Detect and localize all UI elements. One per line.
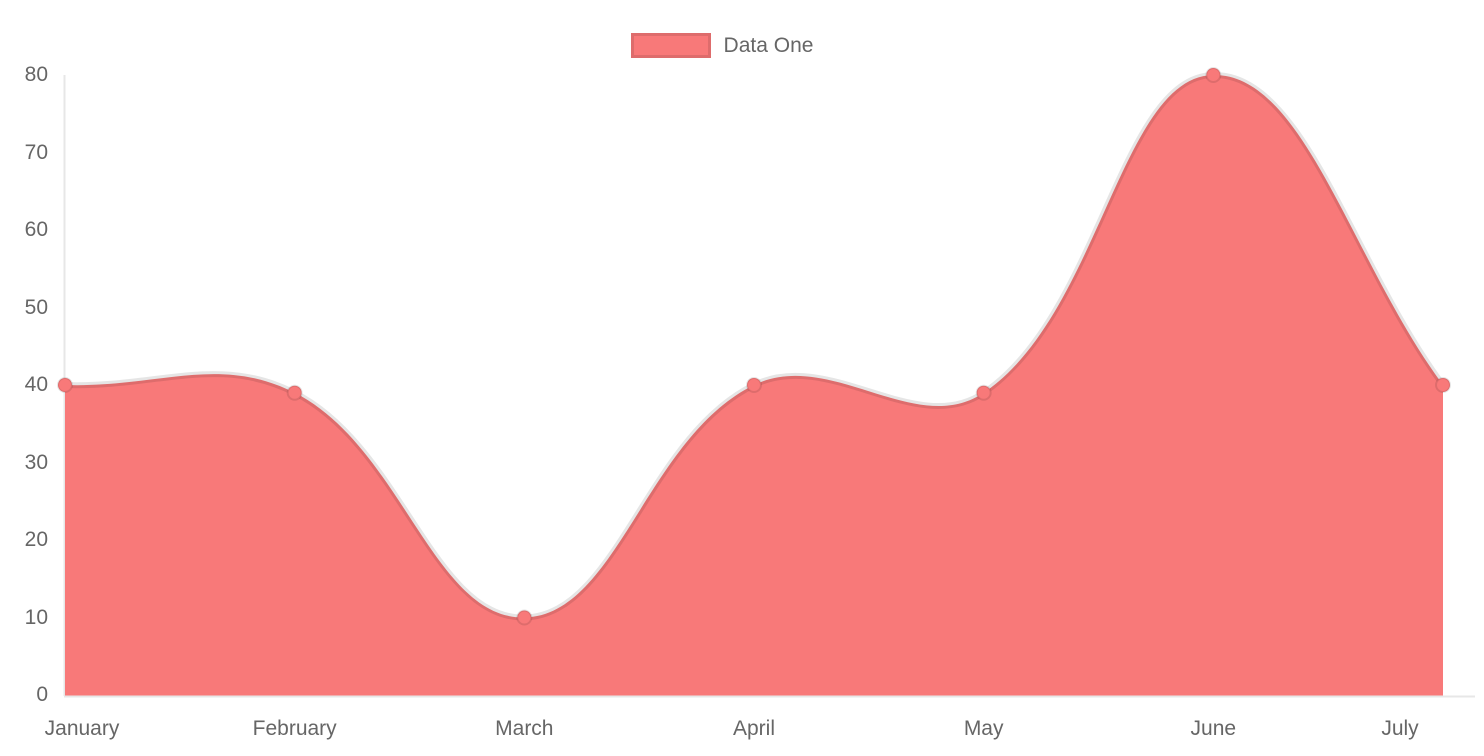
legend-label: Data One [723, 33, 814, 57]
legend-swatch [630, 33, 711, 58]
data-point-march[interactable] [516, 609, 533, 626]
data-point-may[interactable] [975, 384, 992, 401]
x-tick-label: June [1190, 717, 1237, 740]
legend-item-data-one[interactable]: Data One [0, 33, 1464, 58]
y-tick-label: 70 [24, 140, 48, 164]
y-tick-label: 40 [24, 373, 48, 396]
y-tick-label: 0 [36, 683, 48, 706]
y-tick-label: 10 [24, 605, 48, 629]
data-point-january[interactable] [57, 377, 73, 393]
x-tick-label: March [495, 717, 554, 740]
x-tick-label: February [252, 717, 337, 740]
data-point-april[interactable] [746, 377, 762, 393]
y-tick-label: 20 [24, 528, 48, 551]
x-tick-label: July [1381, 717, 1419, 740]
x-tick-label: January [44, 717, 120, 740]
x-tick-label: May [963, 717, 1004, 740]
data-point-february[interactable] [286, 384, 303, 401]
x-tick-label: April [732, 717, 775, 740]
y-tick-label: 30 [24, 450, 48, 474]
data-point-june[interactable] [1205, 67, 1222, 83]
y-tick-label: 80 [24, 63, 48, 86]
y-tick-label: 50 [24, 295, 48, 319]
y-tick-label: 60 [24, 218, 48, 241]
data-point-july[interactable] [1435, 377, 1451, 393]
